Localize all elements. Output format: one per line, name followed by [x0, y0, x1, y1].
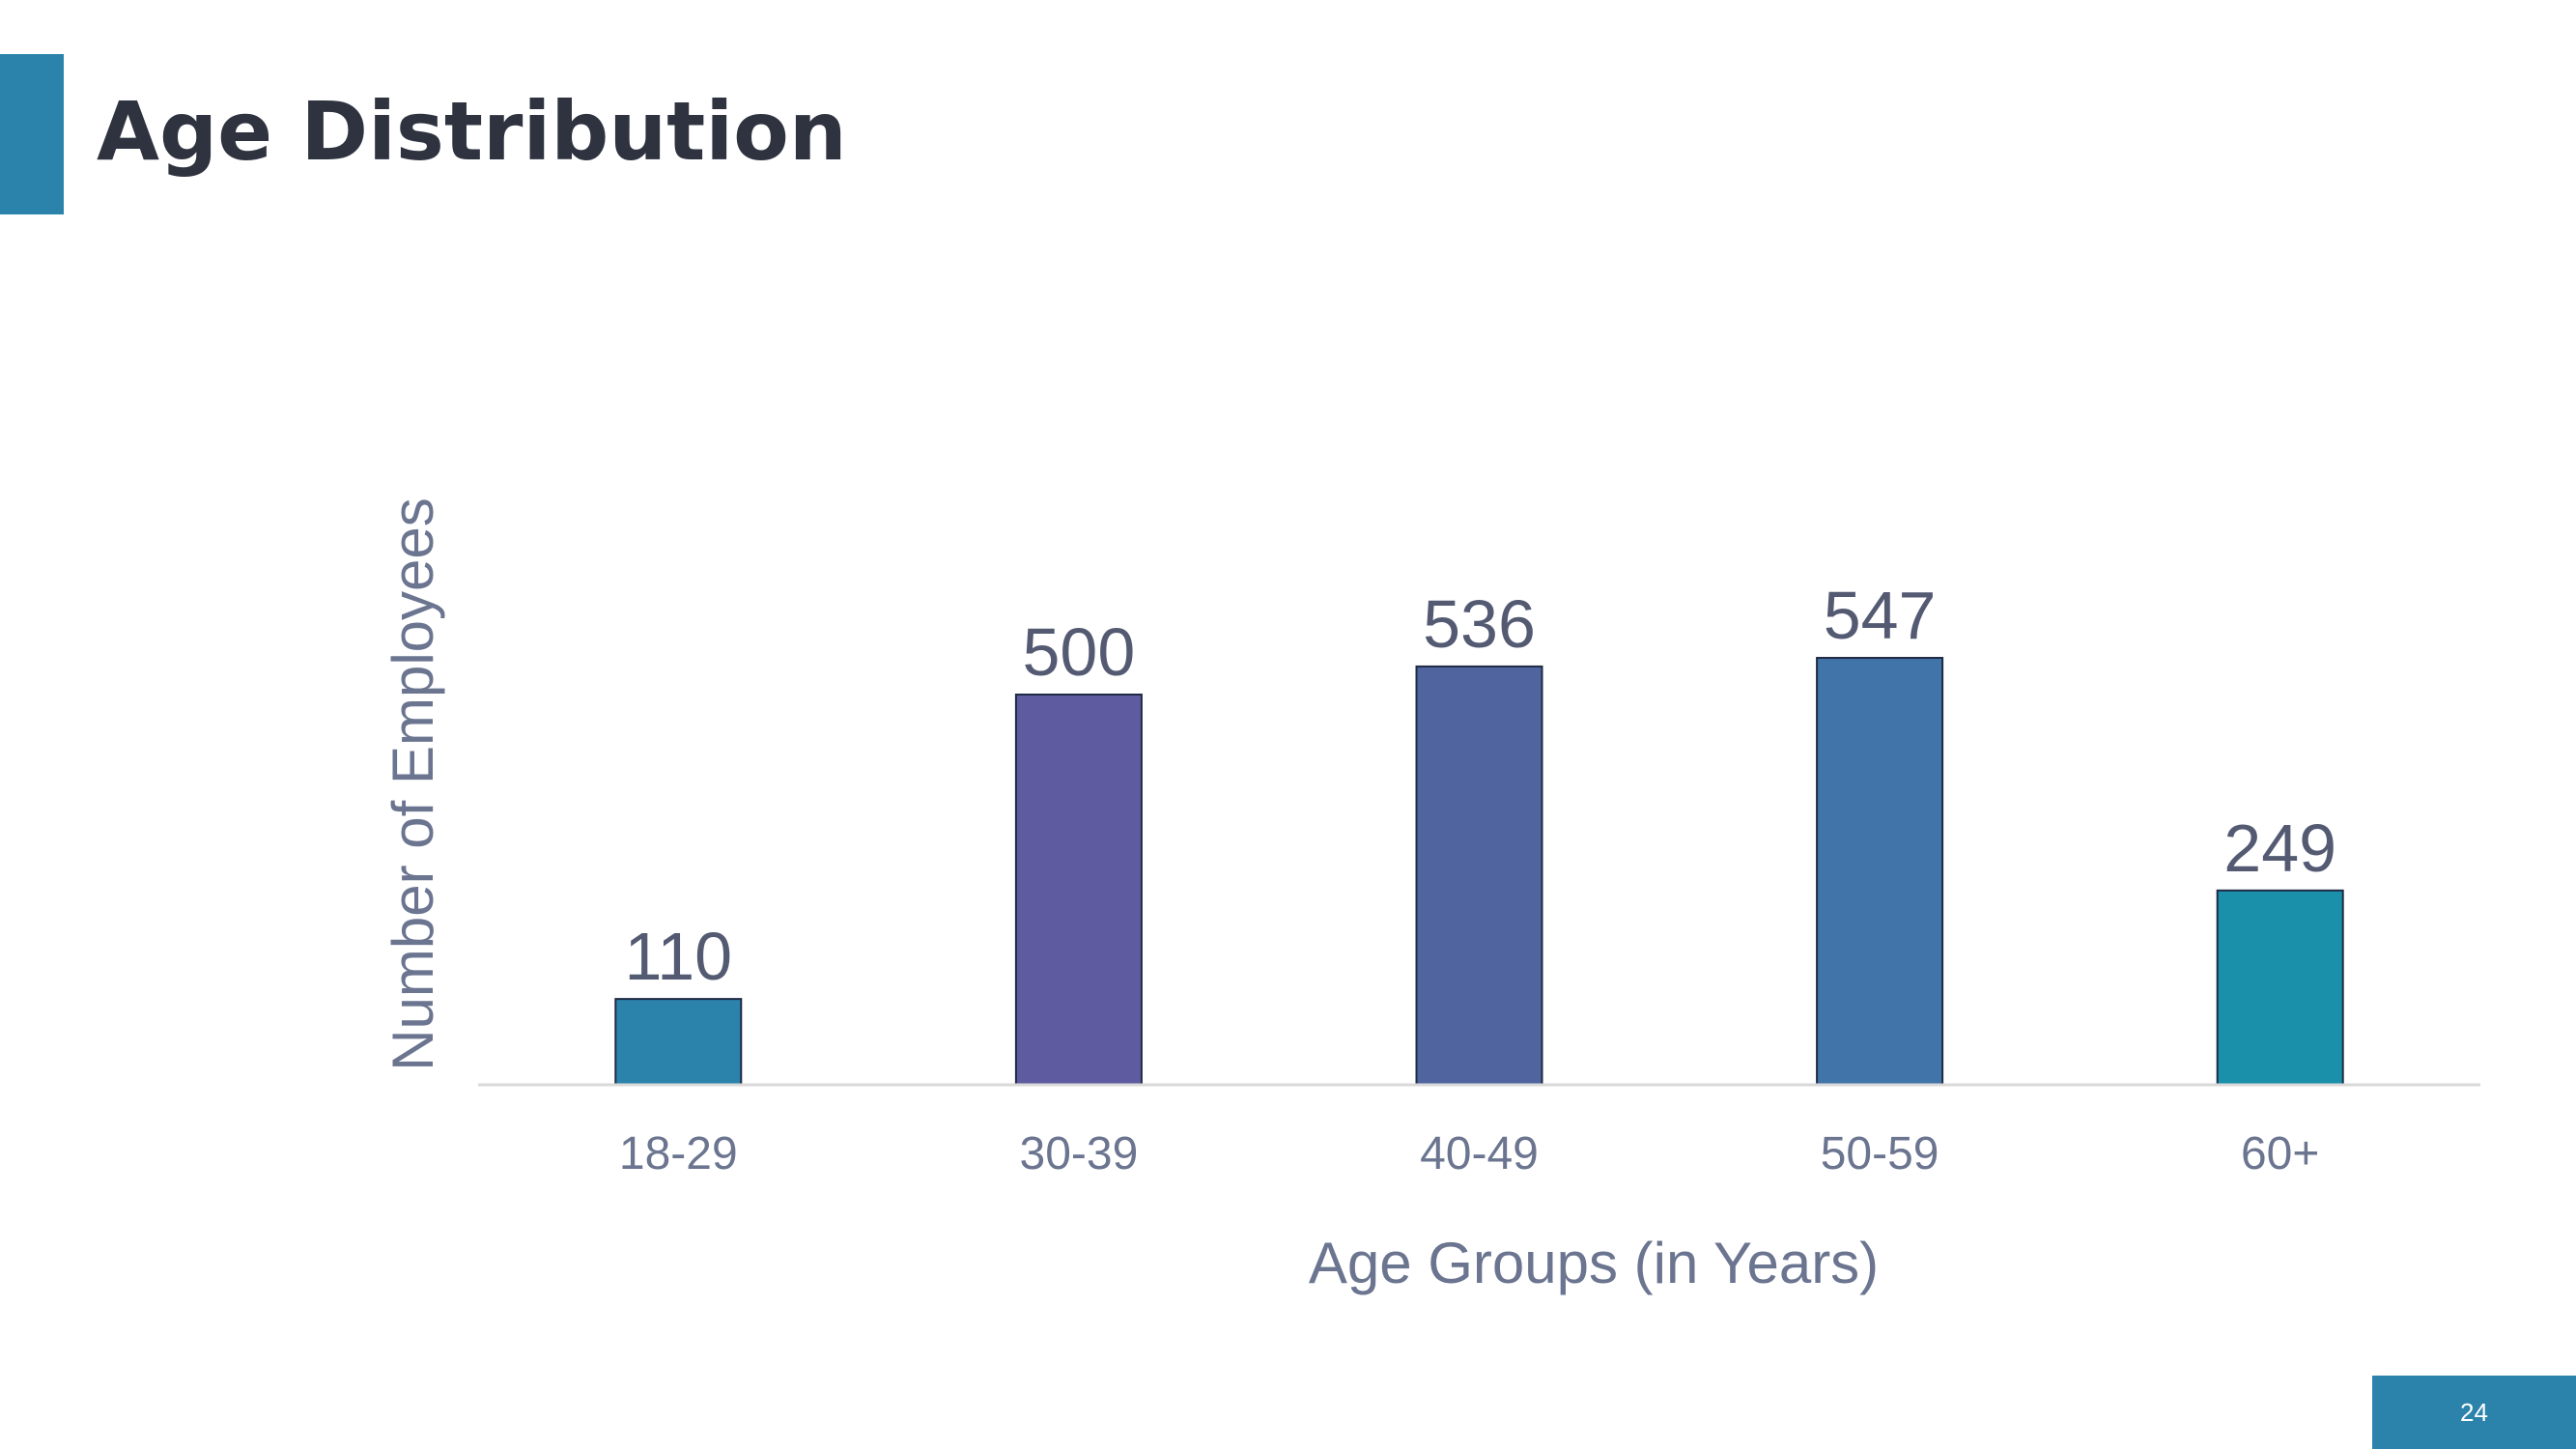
x-tick-labels: 18-29 30-39 40-49 50-59 60+	[619, 1128, 2319, 1179]
bar-50-59	[1816, 657, 1944, 1086]
bar-30-39	[1014, 694, 1143, 1086]
bar-18-29	[614, 998, 743, 1086]
x-tick-label-60+: 60+	[2241, 1128, 2319, 1179]
y-axis-title: Number of Employees	[381, 497, 445, 1071]
x-axis-title: Age Groups (in Years)	[1309, 1231, 1879, 1295]
data-label-40-49: 536	[1423, 586, 1536, 662]
x-tick-label-18-29: 18-29	[619, 1128, 738, 1179]
x-tick-label-30-39: 30-39	[1020, 1128, 1139, 1179]
data-label-30-39: 500	[1023, 614, 1136, 690]
bars-layer	[614, 657, 2344, 1086]
data-label-50-59: 547	[1824, 578, 1937, 653]
x-tick-label-40-49: 40-49	[1420, 1128, 1539, 1179]
x-tick-label-50-59: 50-59	[1821, 1128, 1939, 1179]
title-accent-bar	[0, 54, 64, 214]
slide-title: Age Distribution	[97, 84, 847, 179]
data-label-60+: 249	[2223, 810, 2336, 886]
bar-40-49	[1415, 665, 1543, 1086]
page-number: 24	[2460, 1397, 2488, 1427]
data-labels-layer: 110 500 536 547 249	[624, 578, 2336, 994]
data-label-18-29: 110	[624, 919, 732, 994]
page-number-badge: 24	[2372, 1376, 2576, 1449]
bar-60+	[2216, 889, 2344, 1086]
